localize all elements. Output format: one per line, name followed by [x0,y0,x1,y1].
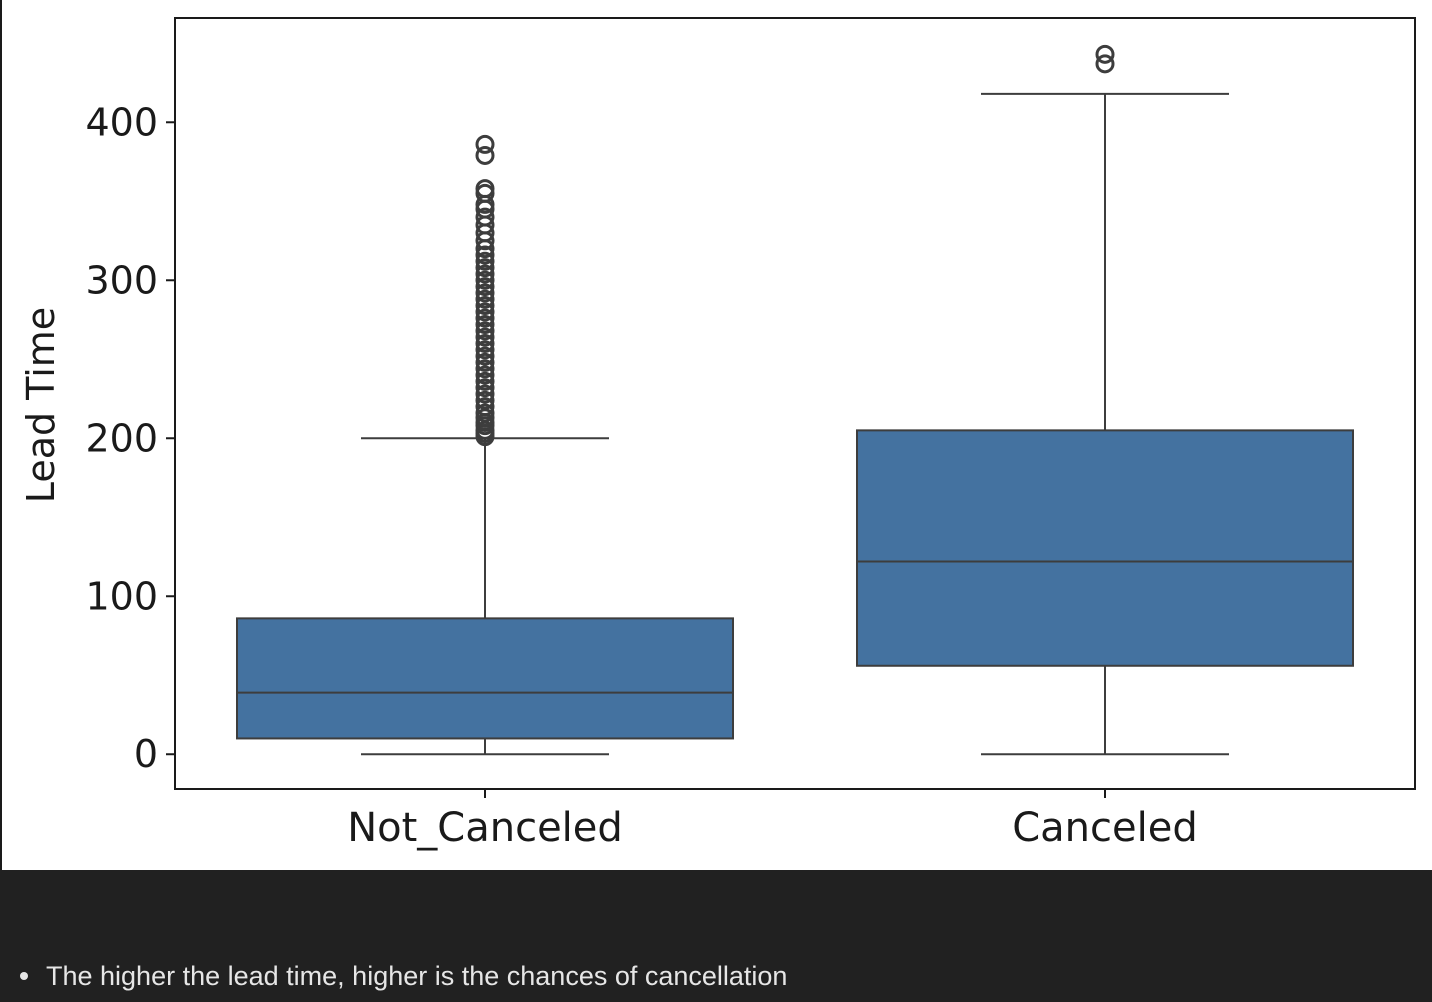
notes-list: The higher the lead time, higher is the … [20,960,787,992]
iqr-box [236,617,734,740]
x-tick-label: Not_Canceled [347,805,623,851]
outlier-point [475,371,495,391]
outlier-point [475,207,495,227]
outlier-point [475,333,495,353]
outlier-point [475,289,495,309]
outlier-point [475,365,495,385]
outlier-point [475,179,495,199]
outlier-point [475,397,495,417]
outlier-point [475,277,495,297]
box-not-canceled [236,134,734,756]
outlier-point [475,384,495,404]
outlier-point [475,352,495,372]
outlier-point [475,378,495,398]
box-series [236,44,1354,756]
iqr-box [856,429,1354,667]
outlier-point [475,308,495,328]
outlier-point [475,251,495,271]
markdown-cell: The higher the lead time, higher is the … [0,870,1432,1002]
box-canceled [856,44,1354,756]
outlier-point [475,340,495,360]
boxplot-chart: 0 100 200 300 400 Not_Canceled Canceled Lead … [19,17,1416,851]
outlier-point [475,264,495,284]
outlier-point [475,390,495,410]
bullet-icon [20,971,28,980]
note-text: The higher the lead time, higher is the … [46,961,788,991]
outlier-point [475,283,495,303]
outlier-point [475,302,495,322]
y-axis-label: Lead Time [19,307,63,503]
outlier-point [475,258,495,278]
y-axis: 0 100 200 300 400 [85,100,175,776]
y-tick-label: 200 [85,416,158,460]
outlier-point [475,296,495,316]
plot-frame [174,17,1416,790]
outlier-point [475,270,495,290]
outlier-point [1095,44,1115,64]
y-tick-label: 300 [85,258,158,302]
x-axis: Not_Canceled Canceled [347,789,1198,851]
outlier-point [475,134,495,154]
y-tick-label: 100 [85,574,158,618]
outlier-point [475,315,495,335]
outlier-point [475,346,495,366]
outlier-point [1095,54,1115,74]
outlier-point [475,245,495,265]
x-tick-label: Canceled [1012,805,1198,851]
y-tick-label: 0 [134,732,158,776]
outlier-point [475,321,495,341]
note-item: The higher the lead time, higher is the … [20,960,787,992]
chart-output: 0 100 200 300 400 Not_Canceled Canceled Lead … [0,0,1432,870]
outlier-point [475,359,495,379]
outlier-point [475,145,495,165]
y-tick-label: 400 [85,100,158,144]
outlier-point [475,403,495,423]
outlier-point [475,327,495,347]
